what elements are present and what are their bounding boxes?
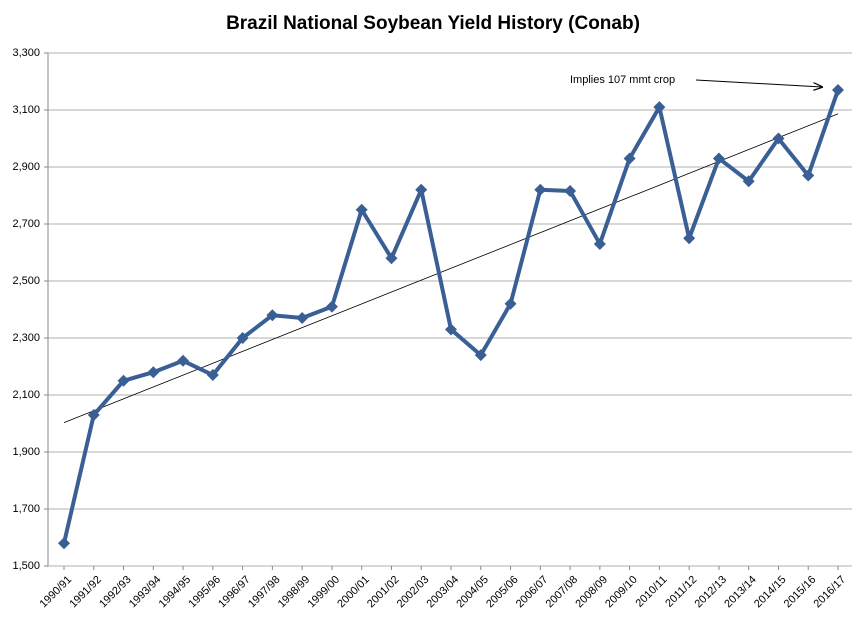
y-tick-label: 1,500 [12,560,40,572]
data-point [593,237,606,250]
data-point [296,312,309,325]
data-point [58,537,70,550]
data-point [385,252,398,265]
data-point [177,354,190,367]
data-point [474,349,487,362]
data-point [445,323,457,336]
x-tick-label: 1997/98 [246,574,283,611]
y-tick-label: 3,300 [12,47,40,59]
data-point [742,175,755,188]
x-tick-label: 2004/05 [454,574,491,611]
x-tick-label: 2005/06 [484,574,521,611]
y-tick-label: 1,900 [12,446,40,458]
x-tick-label: 2012/13 [692,574,729,611]
data-point [415,183,428,196]
x-tick-label: 2001/02 [365,574,402,611]
x-tick-label: 1991/92 [67,574,104,611]
data-point [236,332,249,344]
data-point [772,132,785,145]
data-point [87,408,100,421]
data-point [564,184,577,197]
data-point [504,297,517,310]
x-tick-label: 1996/97 [216,574,253,611]
trendline [63,113,839,423]
x-tick-label: 2016/17 [812,574,849,611]
x-tick-label: 2000/01 [335,574,372,611]
x-tick-label: 2007/08 [544,574,581,611]
data-point [832,84,844,97]
data-point [147,366,160,379]
data-point [653,101,666,114]
data-point [325,300,338,313]
x-tick-label: 1995/96 [186,574,223,611]
y-tick-label: 2,300 [12,332,40,344]
data-point [206,369,219,382]
x-tick-label: 1992/93 [97,574,134,611]
x-tick-label: 2003/04 [425,574,462,611]
x-tick-label: 1994/95 [157,574,194,611]
x-tick-label: 2006/07 [514,574,551,611]
x-tick-label: 1990/91 [38,574,75,611]
y-tick-label: 1,700 [12,503,40,515]
y-tick-label: 3,100 [12,104,40,116]
x-tick-label: 2013/14 [722,574,759,611]
data-point [712,152,725,165]
y-tick-label: 2,700 [12,218,40,230]
x-tick-label: 2008/09 [573,574,610,611]
x-tick-label: 2014/15 [752,574,789,611]
data-point [623,152,636,165]
x-tick-label: 2002/03 [395,574,432,611]
data-point [117,374,130,387]
annotation: Implies 107 mmt crop [570,74,675,86]
data-point [266,309,279,322]
x-tick-label: 1999/00 [305,574,342,611]
chart-title: Brazil National Soybean Yield History (C… [226,13,640,34]
data-point [355,203,368,216]
x-tick-label: 1993/94 [127,574,164,611]
data-point [683,232,696,245]
x-tick-label: 1998/99 [276,574,313,611]
y-tick-label: 2,500 [12,275,40,287]
data-point [534,183,547,196]
y-tick-label: 2,900 [12,161,40,173]
y-tick-label: 2,100 [12,389,40,401]
x-tick-label: 2015/16 [782,574,819,611]
x-tick-label: 2010/11 [634,574,670,610]
data-point [802,169,815,182]
x-tick-label: 2009/10 [603,574,640,611]
annotation-arrow [695,79,822,87]
